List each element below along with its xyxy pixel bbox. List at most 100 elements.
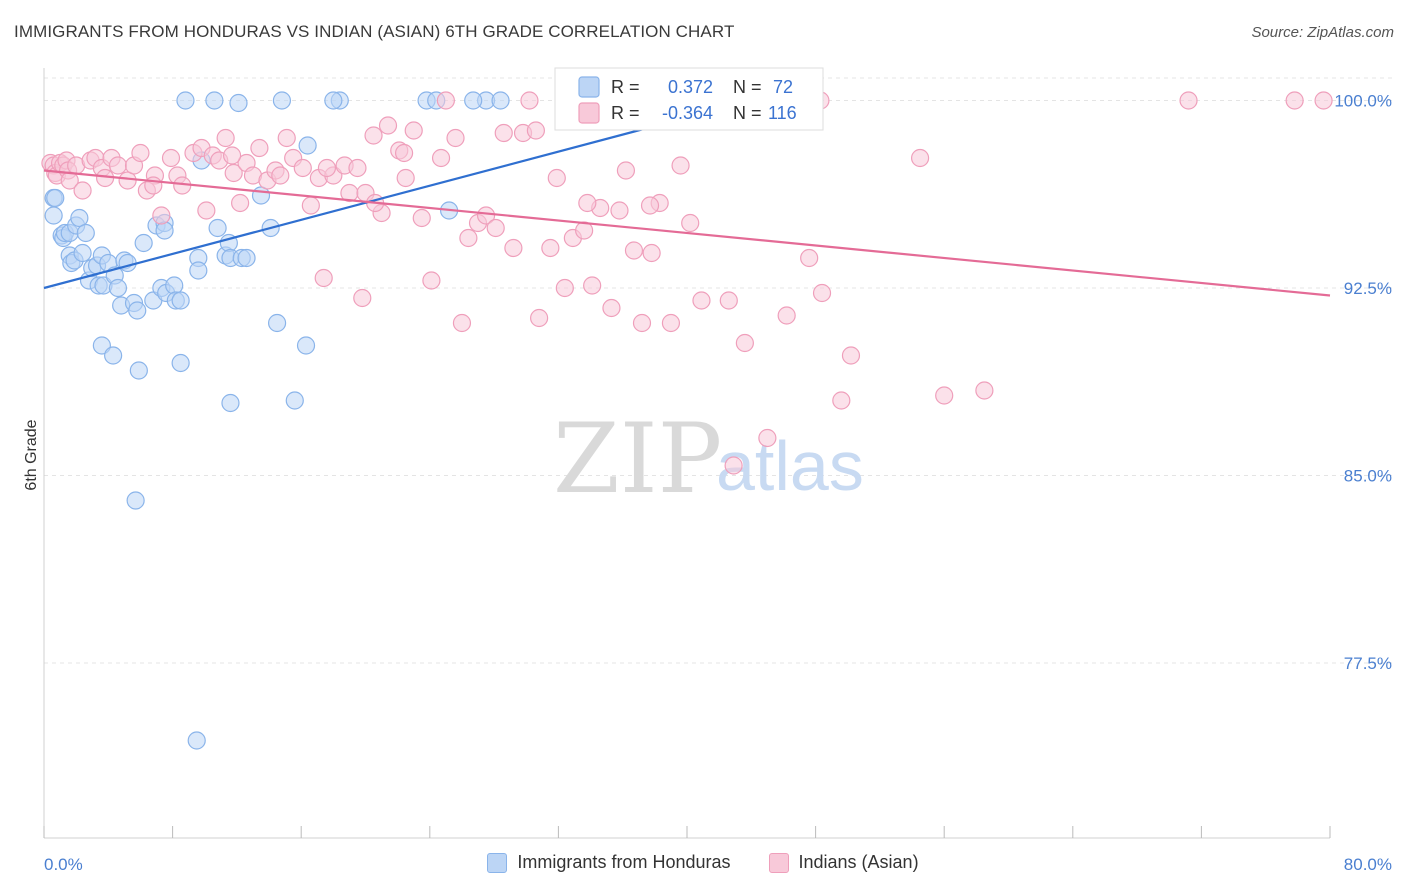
point-honduras[interactable] [189, 261, 208, 280]
point-indians[interactable] [197, 201, 216, 220]
point-indians[interactable] [530, 308, 549, 328]
point-indians[interactable] [642, 243, 661, 263]
point-indians[interactable] [152, 206, 171, 225]
point-indians[interactable] [624, 241, 644, 260]
point-honduras[interactable] [176, 91, 195, 110]
point-indians[interactable] [1285, 91, 1304, 110]
point-honduras[interactable] [171, 291, 190, 310]
point-indians[interactable] [161, 148, 181, 168]
point-indians[interactable] [317, 158, 337, 178]
point-indians[interactable] [547, 168, 566, 188]
point-honduras[interactable] [134, 233, 153, 253]
point-indians[interactable] [108, 156, 128, 175]
point-indians[interactable] [661, 313, 681, 333]
point-indians[interactable] [935, 386, 954, 405]
point-indians[interactable] [555, 278, 574, 298]
point-honduras[interactable] [221, 393, 240, 413]
point-indians[interactable] [446, 128, 465, 148]
point-honduras[interactable] [104, 346, 123, 365]
point-indians[interactable] [436, 91, 455, 110]
point-indians[interactable] [73, 181, 92, 200]
point-honduras[interactable] [285, 391, 304, 410]
point-indians[interactable] [412, 208, 431, 228]
point-indians[interactable] [719, 291, 738, 310]
point-honduras[interactable] [118, 253, 137, 273]
point-indians[interactable] [610, 201, 629, 220]
point-honduras[interactable] [491, 91, 510, 110]
point-honduras[interactable] [205, 91, 224, 110]
point-indians[interactable] [758, 428, 777, 448]
point-indians[interactable] [314, 268, 333, 288]
point-indians[interactable] [526, 121, 545, 140]
legend-item-indians[interactable]: Indians (Asian) [768, 852, 919, 873]
point-indians[interactable] [800, 248, 819, 268]
point-indians[interactable] [735, 333, 754, 353]
point-honduras[interactable] [237, 248, 256, 268]
point-indians[interactable] [348, 158, 367, 178]
point-indians[interactable] [671, 156, 690, 175]
point-honduras[interactable] [267, 313, 287, 333]
point-indians[interactable] [486, 218, 505, 238]
point-indians[interactable] [224, 163, 243, 183]
point-indians[interactable] [616, 161, 636, 180]
point-honduras[interactable] [324, 91, 343, 110]
point-indians[interactable] [231, 193, 250, 213]
point-honduras[interactable] [70, 208, 89, 228]
point-indians[interactable] [131, 143, 150, 163]
point-indians[interactable] [271, 166, 290, 185]
point-honduras[interactable] [126, 491, 145, 510]
point-indians[interactable] [910, 148, 930, 168]
point-honduras[interactable] [272, 91, 292, 110]
point-indians[interactable] [431, 148, 451, 168]
point-indians[interactable] [422, 271, 441, 290]
point-honduras[interactable] [128, 301, 147, 320]
point-indians[interactable] [632, 313, 652, 333]
point-honduras[interactable] [208, 218, 227, 238]
point-indians[interactable] [777, 306, 796, 325]
point-indians[interactable] [541, 238, 560, 258]
point-indians[interactable] [681, 213, 700, 233]
point-indians[interactable] [640, 196, 660, 215]
point-honduras[interactable] [464, 91, 483, 110]
point-indians[interactable] [216, 128, 235, 148]
point-indians[interactable] [1314, 91, 1333, 110]
point-indians[interactable] [293, 158, 312, 178]
point-indians[interactable] [364, 126, 383, 145]
point-honduras[interactable] [171, 353, 190, 373]
point-indians[interactable] [724, 456, 743, 475]
point-indians[interactable] [404, 121, 423, 140]
point-indians[interactable] [504, 238, 523, 258]
point-honduras[interactable] [129, 361, 148, 380]
point-indians[interactable] [975, 381, 994, 400]
point-honduras[interactable] [229, 93, 248, 113]
point-indians[interactable] [378, 116, 398, 135]
point-indians[interactable] [396, 168, 415, 188]
point-indians[interactable] [476, 206, 496, 225]
point-indians[interactable] [301, 196, 320, 215]
point-honduras[interactable] [46, 188, 65, 208]
point-indians[interactable] [222, 146, 242, 165]
point-indians[interactable] [692, 291, 711, 310]
point-indians[interactable] [583, 276, 602, 295]
point-indians[interactable] [459, 228, 478, 248]
point-indians[interactable] [452, 313, 472, 333]
legend-item-honduras[interactable]: Immigrants from Honduras [487, 852, 731, 873]
point-indians[interactable] [832, 391, 851, 410]
point-indians[interactable] [353, 288, 372, 308]
point-indians[interactable] [520, 91, 539, 110]
point-honduras[interactable] [44, 206, 63, 225]
point-honduras[interactable] [187, 731, 206, 750]
point-honduras[interactable] [155, 221, 174, 240]
point-indians[interactable] [494, 123, 513, 143]
point-honduras[interactable] [108, 278, 128, 298]
point-honduras[interactable] [296, 336, 316, 355]
point-honduras[interactable] [73, 243, 92, 263]
point-indians[interactable] [250, 138, 269, 158]
point-honduras[interactable] [298, 136, 317, 155]
point-honduras[interactable] [76, 223, 95, 243]
point-indians[interactable] [602, 298, 621, 318]
point-indians[interactable] [1179, 91, 1198, 110]
point-indians[interactable] [578, 193, 597, 213]
point-indians[interactable] [812, 283, 832, 303]
point-indians[interactable] [277, 128, 296, 148]
